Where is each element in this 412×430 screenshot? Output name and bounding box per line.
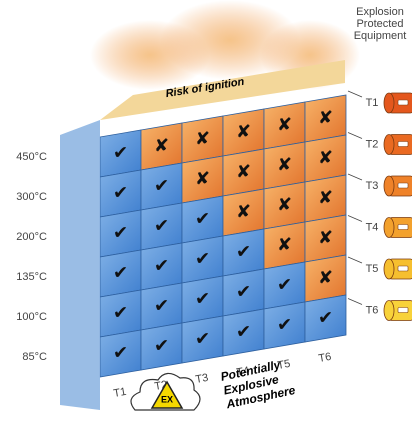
- cylinder-end: [383, 92, 395, 114]
- check-mark: ✔: [113, 342, 128, 362]
- connector: [347, 215, 363, 222]
- check-mark: ✔: [318, 307, 333, 327]
- column-label: T6: [318, 351, 333, 365]
- cross-mark: ✘: [236, 161, 251, 181]
- check-mark: ✔: [113, 182, 128, 202]
- cross-mark: ✘: [318, 187, 333, 207]
- cross-mark: ✘: [318, 147, 333, 167]
- check-mark: ✔: [277, 274, 292, 294]
- equipment-label: T5: [366, 263, 379, 275]
- temperature-label: 200°C: [16, 231, 47, 243]
- equipment-label: T3: [366, 180, 379, 192]
- check-mark: ✔: [195, 288, 210, 308]
- equipment: T1 T2 T3 T4 T5 T6: [347, 90, 412, 321]
- column-label: T4: [236, 365, 251, 379]
- cylinder-slot: [397, 99, 409, 106]
- cross-mark: ✘: [277, 234, 292, 254]
- check-mark: ✔: [154, 335, 169, 355]
- cylinder-slot: [397, 141, 409, 147]
- cross-mark: ✘: [318, 267, 333, 287]
- icon-label: EX: [161, 394, 173, 404]
- cylinder-end: [383, 217, 395, 238]
- temperature-label: 300°C: [16, 191, 47, 203]
- check-mark: ✔: [154, 215, 169, 235]
- connector: [347, 90, 363, 98]
- top-face: [100, 60, 345, 120]
- cross-mark: ✘: [236, 201, 251, 221]
- cross-mark: ✘: [195, 128, 210, 148]
- cylinder-end: [383, 134, 395, 155]
- cross-mark: ✘: [277, 194, 292, 214]
- check-mark: ✔: [195, 208, 210, 228]
- equipment-label: T1: [366, 97, 379, 109]
- column-label: T5: [277, 358, 292, 372]
- check-mark: ✔: [154, 255, 169, 275]
- check-mark: ✔: [236, 241, 251, 261]
- cell: [304, 294, 347, 343]
- cross-mark: ✘: [318, 227, 333, 247]
- cylinder-slot: [397, 307, 409, 313]
- cross-mark: ✘: [236, 121, 251, 141]
- grid: ✔ ✘ ✘ ✘ ✘ ✘ ✔ ✔ ✘ ✘ ✘ ✘ ✔ ✔ ✔ ✘ ✘ ✘ ✔ ✔ ✔ ✔ ✘ ✘ ✔ ✔ ✔ ✔ ✔ ✘ ✔ ✔ ✔ ✔ ✔ ✔: [99, 94, 347, 378]
- check-mark: ✔: [154, 175, 169, 195]
- cross-mark: ✘: [277, 114, 292, 134]
- left-face: [60, 120, 100, 410]
- check-mark: ✔: [236, 321, 251, 341]
- cylinder-end: [383, 258, 395, 280]
- check-mark: ✔: [113, 142, 128, 162]
- temperature-label: 85°C: [22, 351, 47, 363]
- cylinder-slot: [397, 265, 409, 272]
- temperature-label: 135°C: [16, 271, 47, 283]
- column-label: T3: [195, 372, 210, 386]
- check-mark: ✔: [195, 328, 210, 348]
- ex-icon: EX: [130, 372, 201, 411]
- cross-mark: ✘: [195, 168, 210, 188]
- check-mark: ✔: [195, 248, 210, 268]
- check-mark: ✔: [113, 222, 128, 242]
- check-mark: ✔: [154, 295, 169, 315]
- check-mark: ✔: [277, 314, 292, 334]
- side-label: Explosion Protected Equipment: [354, 6, 407, 42]
- temperature-label: 450°C: [16, 151, 47, 163]
- column-label: T1: [113, 386, 128, 400]
- cylinder-slot: [397, 224, 409, 230]
- cylinder-end: [383, 175, 395, 197]
- equipment-label: T4: [366, 221, 379, 233]
- connector: [347, 298, 363, 305]
- temperature-label: 100°C: [16, 311, 47, 323]
- equipment-label: T6: [366, 304, 379, 316]
- cross-mark: ✘: [277, 154, 292, 174]
- cylinder-slot: [397, 182, 409, 189]
- connector: [347, 132, 363, 139]
- check-mark: ✔: [236, 281, 251, 301]
- cross-mark: ✘: [154, 135, 169, 155]
- check-mark: ✔: [113, 262, 128, 282]
- connector: [347, 173, 363, 181]
- check-mark: ✔: [113, 302, 128, 322]
- cylinder-end: [383, 300, 395, 321]
- connector: [347, 256, 363, 264]
- cross-mark: ✘: [318, 107, 333, 127]
- equipment-label: T2: [366, 138, 379, 150]
